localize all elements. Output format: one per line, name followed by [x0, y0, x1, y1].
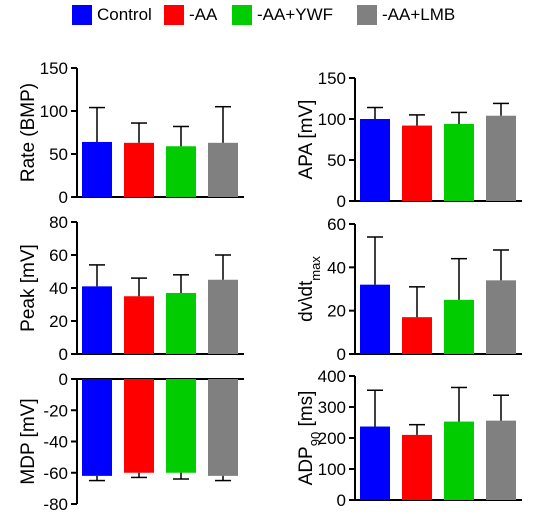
legend-item-aa: -AA — [164, 4, 217, 26]
y-tick-label: 0 — [59, 345, 68, 364]
legend-item-control: Control — [72, 4, 152, 26]
y-tick-label: 20 — [327, 302, 346, 321]
legend-swatch-aa-lmb — [357, 5, 377, 25]
legend-label-aa-ywf: -AA+YWF — [257, 5, 334, 24]
bar — [124, 379, 154, 473]
y-tick-label: 40 — [49, 279, 68, 298]
bar — [208, 142, 238, 197]
y-tick-label: 0 — [59, 188, 68, 207]
bar — [208, 379, 238, 476]
y-tick-label: 50 — [49, 145, 68, 164]
bar — [444, 299, 474, 354]
legend-swatch-control — [72, 5, 92, 25]
bar — [360, 284, 390, 354]
y-tick-label: 0 — [337, 192, 346, 211]
y-tick-label: 100 — [40, 102, 68, 121]
y-tick-label: 150 — [318, 69, 346, 88]
y-axis-label: ADP90 [ms] — [296, 391, 323, 486]
y-tick-label: 50 — [327, 151, 346, 170]
bar — [402, 317, 432, 354]
bar — [486, 420, 516, 500]
y-axis-label: APA [mV] — [296, 100, 317, 180]
y-tick-label: -40 — [43, 433, 68, 452]
y-tick-label: 20 — [49, 312, 68, 331]
legend-swatch-aa-ywf — [232, 5, 252, 25]
bar — [360, 119, 390, 201]
bar — [486, 280, 516, 354]
bar — [166, 146, 196, 197]
bar — [82, 286, 112, 354]
bar — [82, 141, 112, 197]
legend-item-aa-ywf: -AA+YWF — [232, 4, 333, 26]
legend-swatch-aa — [164, 5, 184, 25]
y-tick-label: 200 — [318, 429, 346, 448]
legend-item-aa-lmb: -AA+LMB — [357, 4, 455, 26]
y-tick-label: 0 — [337, 345, 346, 364]
bar — [208, 279, 238, 354]
legend: Control -AA -AA+YWF -AA+LMB — [0, 0, 550, 32]
bar — [402, 125, 432, 201]
y-axis-label: MDP [mV] — [18, 398, 39, 484]
y-tick-label: 60 — [49, 246, 68, 265]
y-tick-label: 400 — [318, 367, 346, 386]
y-axis-label: Rate (BMP) — [18, 83, 39, 182]
y-tick-label: -60 — [43, 464, 68, 483]
y-tick-label: 0 — [337, 491, 346, 510]
bar — [444, 123, 474, 201]
bar — [360, 426, 390, 500]
y-tick-label: -20 — [43, 401, 68, 420]
y-tick-label: 0 — [59, 370, 68, 389]
bar — [402, 434, 432, 500]
legend-label-control: Control — [97, 5, 152, 24]
y-axis-label: Peak [mV] — [18, 244, 39, 332]
y-tick-label: 100 — [318, 460, 346, 479]
y-tick-label: 100 — [318, 110, 346, 129]
y-axis-label: dv\dtmax — [296, 256, 323, 322]
bar — [124, 296, 154, 354]
legend-label-aa-lmb: -AA+LMB — [382, 5, 456, 24]
y-tick-label: 300 — [318, 398, 346, 417]
y-tick-label: -80 — [43, 495, 68, 514]
legend-label-aa: -AA — [189, 5, 218, 24]
bar — [444, 421, 474, 500]
y-tick-label: 40 — [327, 258, 346, 277]
bar — [124, 142, 154, 197]
bar — [166, 379, 196, 473]
bar — [82, 379, 112, 476]
y-tick-label: 60 — [327, 215, 346, 234]
y-tick-label: 80 — [49, 213, 68, 232]
bar — [486, 115, 516, 201]
bar — [166, 292, 196, 354]
y-tick-label: 150 — [40, 59, 68, 78]
